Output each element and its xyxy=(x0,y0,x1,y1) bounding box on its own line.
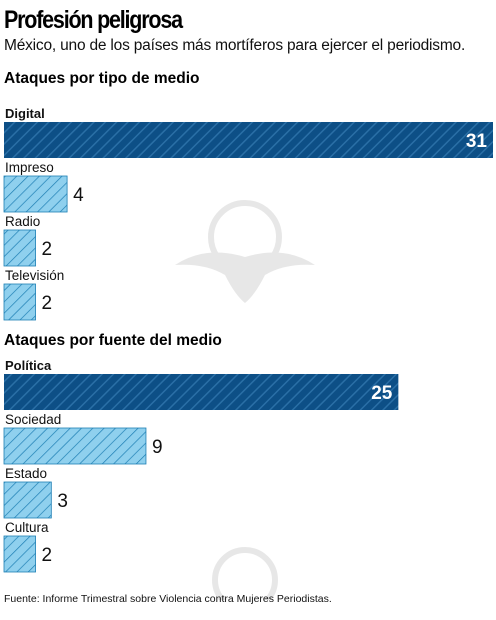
bar xyxy=(3,535,36,573)
value-label: 2 xyxy=(42,293,53,314)
chart-subtitle: México, uno de los países más mortíferos… xyxy=(4,37,466,54)
bar-charts: Digital31Impreso4Radio2Televisión2Políti… xyxy=(3,106,493,573)
value-label: 3 xyxy=(57,491,68,512)
value-label: 9 xyxy=(152,437,163,458)
category-label: Televisión xyxy=(5,268,64,283)
category-label: Impreso xyxy=(5,160,54,175)
category-label: Radio xyxy=(5,214,40,229)
value-label: 2 xyxy=(42,239,53,260)
source-note: Fuente: Informe Trimestral sobre Violenc… xyxy=(4,593,332,605)
bar xyxy=(3,283,36,321)
eagle-watermark-icon xyxy=(175,200,315,303)
eagle-watermark-icon-2 xyxy=(212,547,278,600)
category-label: Cultura xyxy=(5,520,49,535)
section-title-tipo-medio: Ataques por tipo de medio xyxy=(4,70,200,87)
bar xyxy=(3,427,147,465)
category-label: Estado xyxy=(5,466,47,481)
value-label: 25 xyxy=(371,383,393,404)
category-label: Política xyxy=(5,358,52,373)
bar xyxy=(3,481,52,519)
chart-title: Profesión peligrosa xyxy=(4,6,183,34)
bar xyxy=(3,229,36,267)
category-label: Sociedad xyxy=(5,412,61,427)
bar xyxy=(4,374,399,410)
value-label: 2 xyxy=(42,545,53,566)
bar xyxy=(3,175,68,213)
bar xyxy=(4,122,493,158)
section-title-fuente-medio: Ataques por fuente del medio xyxy=(4,332,222,349)
value-label: 31 xyxy=(466,131,488,152)
category-label: Digital xyxy=(5,106,45,121)
value-label: 4 xyxy=(73,185,84,206)
